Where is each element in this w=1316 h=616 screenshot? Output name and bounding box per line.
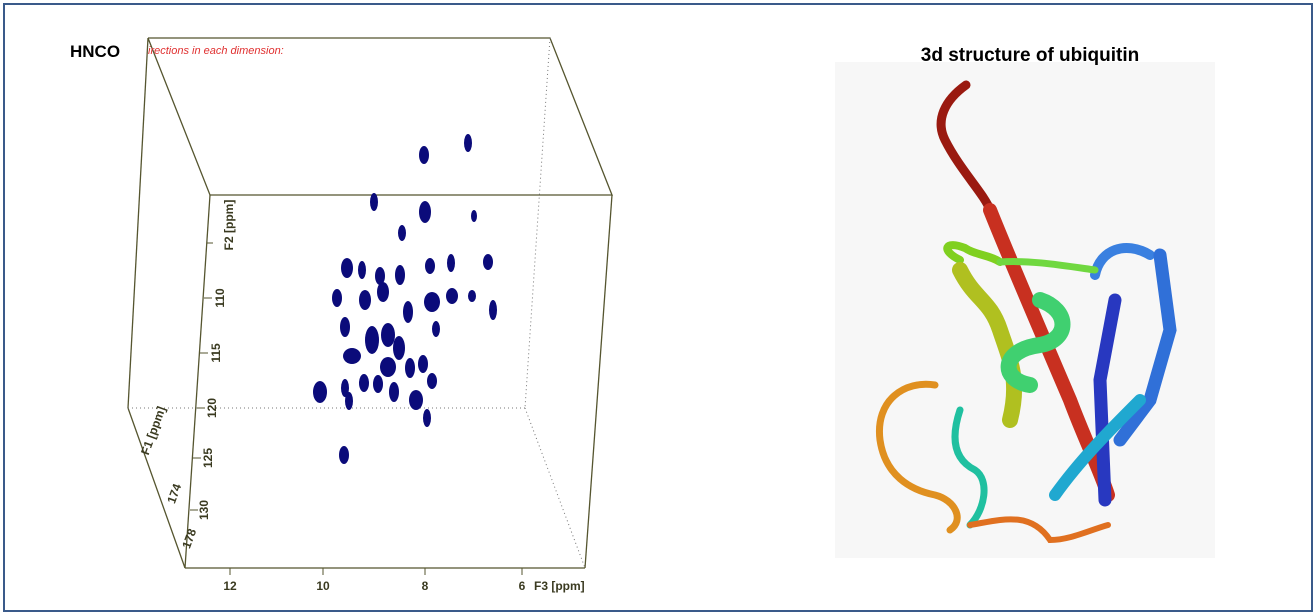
spectrum-cube bbox=[127, 37, 613, 575]
peak bbox=[405, 358, 415, 378]
peak bbox=[425, 258, 435, 274]
ribbon-segment bbox=[983, 203, 1115, 502]
f2-tick: 125 bbox=[201, 448, 215, 468]
f3-tick: 10 bbox=[316, 579, 330, 593]
hidden-edge bbox=[524, 407, 586, 569]
f2-label: F2 [ppm] bbox=[222, 200, 236, 251]
peak bbox=[447, 254, 455, 272]
peak bbox=[359, 374, 369, 392]
ribbon-segment bbox=[1093, 293, 1122, 507]
peak bbox=[423, 409, 431, 427]
peak bbox=[418, 355, 428, 373]
peak bbox=[468, 290, 476, 302]
peak bbox=[398, 225, 406, 241]
peak bbox=[359, 290, 371, 310]
ribbon-segment bbox=[1000, 292, 1071, 393]
peak bbox=[395, 265, 405, 285]
peak bbox=[340, 317, 350, 337]
peak bbox=[313, 381, 327, 403]
peak bbox=[432, 321, 440, 337]
f3-tick: 12 bbox=[223, 579, 237, 593]
f2-tick: 120 bbox=[205, 398, 219, 418]
peak bbox=[427, 373, 437, 389]
peaks bbox=[313, 134, 497, 464]
peak bbox=[381, 323, 395, 347]
peak bbox=[419, 146, 429, 164]
ribbon-segment bbox=[875, 380, 961, 534]
ribbon-segment bbox=[967, 516, 1111, 544]
peak bbox=[341, 258, 353, 278]
ribbon-segment bbox=[952, 262, 1023, 428]
cube-edge bbox=[584, 194, 613, 569]
peak bbox=[373, 375, 383, 393]
peak bbox=[341, 379, 349, 397]
peak bbox=[370, 193, 378, 211]
peak bbox=[365, 326, 379, 354]
tick-marks bbox=[190, 242, 523, 575]
ribbon-segment bbox=[951, 406, 988, 529]
f3-tick: 8 bbox=[422, 579, 429, 593]
spectrum-title: HNCO bbox=[70, 42, 120, 61]
ribbon-segment bbox=[943, 241, 1004, 266]
f3-tick: 6 bbox=[519, 579, 526, 593]
ribbon-segment bbox=[996, 258, 1099, 274]
peak bbox=[332, 289, 342, 307]
f1-axis bbox=[127, 407, 186, 569]
f2-tick: 110 bbox=[213, 288, 227, 308]
structure-title: 3d structure of ubiquitin bbox=[921, 45, 1140, 66]
peak bbox=[389, 382, 399, 402]
ribbon-segment bbox=[936, 80, 995, 215]
f2-axis bbox=[184, 194, 211, 569]
peak bbox=[409, 390, 423, 410]
cube-edge bbox=[127, 37, 149, 409]
peak bbox=[483, 254, 493, 270]
peak bbox=[489, 300, 497, 320]
peak bbox=[471, 210, 477, 222]
f2-tick: 115 bbox=[209, 343, 223, 363]
peak bbox=[377, 282, 389, 302]
peak bbox=[339, 446, 349, 464]
f1-tick: 174 bbox=[164, 482, 184, 506]
peak bbox=[424, 292, 440, 312]
peak bbox=[380, 357, 396, 377]
f1-tick: 178 bbox=[179, 527, 199, 551]
peak bbox=[343, 348, 361, 364]
ribbon bbox=[875, 80, 1177, 544]
peak bbox=[446, 288, 458, 304]
peak bbox=[375, 267, 385, 285]
peak bbox=[419, 201, 431, 223]
note: irections in each dimension: bbox=[148, 45, 284, 57]
f3-label: F3 [ppm] bbox=[534, 579, 585, 593]
peak bbox=[345, 392, 353, 410]
peak bbox=[358, 261, 366, 279]
ribbon-segment bbox=[1049, 394, 1146, 501]
ribbon-segment bbox=[1113, 248, 1177, 447]
peak bbox=[393, 336, 405, 360]
peak bbox=[403, 301, 413, 323]
f2-tick: 130 bbox=[197, 500, 211, 520]
peak bbox=[464, 134, 472, 152]
